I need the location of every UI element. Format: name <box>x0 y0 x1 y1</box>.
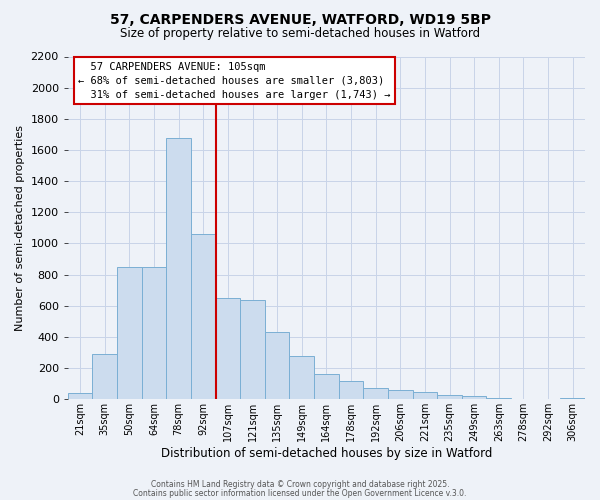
Text: Contains HM Land Registry data © Crown copyright and database right 2025.: Contains HM Land Registry data © Crown c… <box>151 480 449 489</box>
X-axis label: Distribution of semi-detached houses by size in Watford: Distribution of semi-detached houses by … <box>161 447 492 460</box>
Bar <box>289 356 314 400</box>
Bar <box>117 267 142 400</box>
Bar <box>364 388 388 400</box>
Bar <box>191 234 215 400</box>
Bar <box>68 393 92 400</box>
Bar <box>166 138 191 400</box>
Bar <box>560 398 585 400</box>
Y-axis label: Number of semi-detached properties: Number of semi-detached properties <box>15 125 25 331</box>
Text: 57, CARPENDERS AVENUE, WATFORD, WD19 5BP: 57, CARPENDERS AVENUE, WATFORD, WD19 5BP <box>110 12 491 26</box>
Bar <box>388 390 413 400</box>
Bar <box>437 394 462 400</box>
Bar <box>314 374 339 400</box>
Bar <box>240 300 265 400</box>
Text: Contains public sector information licensed under the Open Government Licence v.: Contains public sector information licen… <box>133 490 467 498</box>
Bar <box>92 354 117 400</box>
Bar <box>413 392 437 400</box>
Bar <box>339 380 364 400</box>
Text: Size of property relative to semi-detached houses in Watford: Size of property relative to semi-detach… <box>120 28 480 40</box>
Bar <box>487 398 511 400</box>
Bar <box>462 396 487 400</box>
Bar <box>511 398 536 400</box>
Bar <box>215 298 240 400</box>
Bar <box>142 267 166 400</box>
Text: 57 CARPENDERS AVENUE: 105sqm
← 68% of semi-detached houses are smaller (3,803)
 : 57 CARPENDERS AVENUE: 105sqm ← 68% of se… <box>78 62 391 100</box>
Bar <box>265 332 289 400</box>
